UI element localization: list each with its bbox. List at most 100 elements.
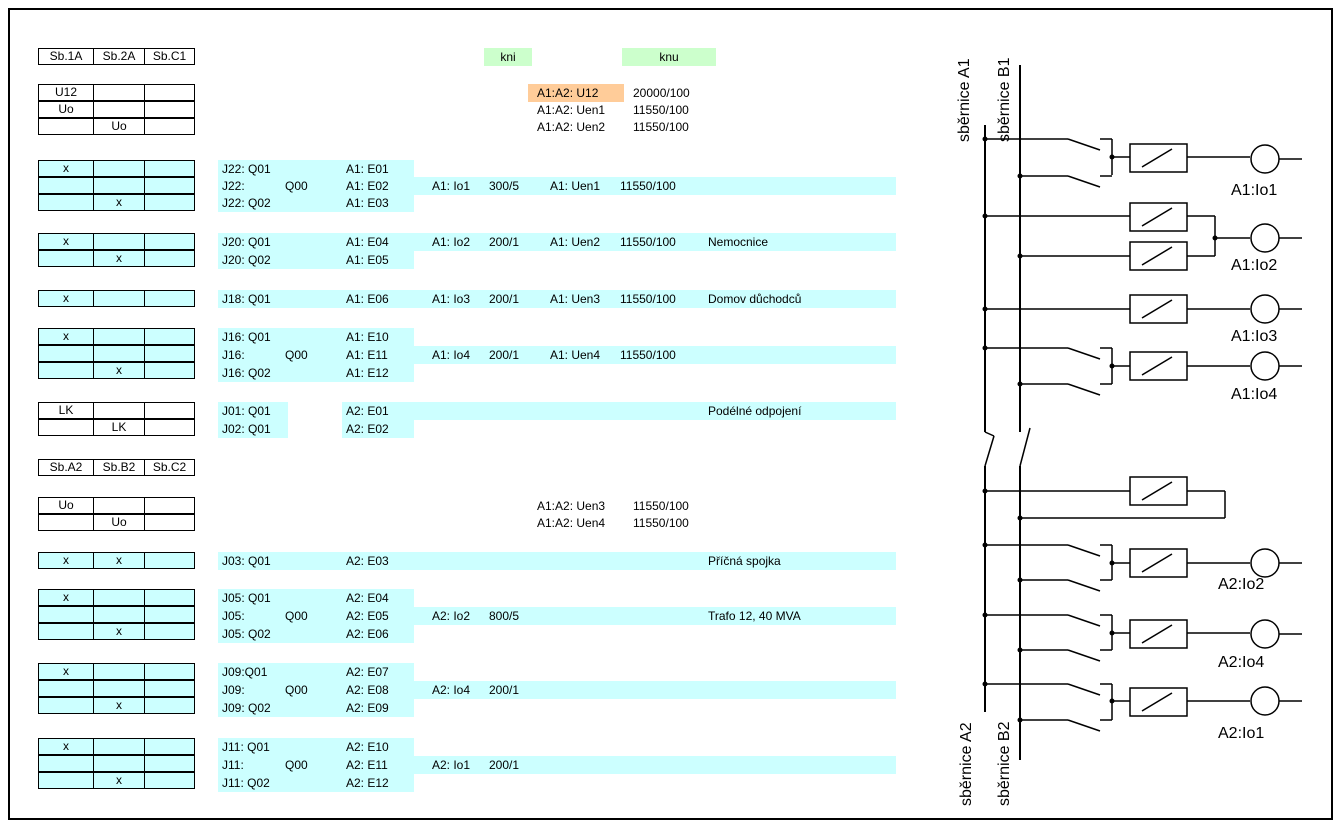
- ct-ratio: 200/1: [489, 348, 520, 362]
- row-band: [218, 552, 896, 570]
- row-band: [218, 194, 414, 212]
- vt-ratio: 11550/100: [620, 292, 676, 306]
- ct-ratio: 200/1: [489, 235, 520, 249]
- output-label: A2:Io1: [1218, 725, 1265, 742]
- cell: [144, 663, 195, 680]
- cell: [144, 160, 195, 177]
- row-band: [218, 607, 896, 625]
- output-label: A1:Io4: [1231, 386, 1278, 403]
- cell-x: x: [38, 160, 94, 177]
- cell: [144, 328, 195, 345]
- breaker-label: J02: Q01: [222, 422, 271, 436]
- cell-x: x: [38, 328, 94, 345]
- input-label: A2: E04: [346, 591, 389, 605]
- cell: [144, 84, 195, 101]
- sectionalizer-b-blade: [1019, 427, 1031, 467]
- vt-ratio: 11550/100: [620, 235, 676, 249]
- voltage-ratio: 11550/100: [633, 120, 689, 134]
- row-band: [218, 290, 896, 308]
- cell: [144, 362, 195, 379]
- breaker-label: J16: Q01: [222, 330, 271, 344]
- row-band: [218, 738, 414, 756]
- cell-x: x: [93, 623, 145, 640]
- input-label: A2: E07: [346, 665, 389, 679]
- input-label: A2: E06: [346, 627, 389, 641]
- breaker-label: J16:: [222, 348, 245, 362]
- ct-ratio: 800/5: [489, 609, 520, 623]
- feeder-description: Podélné odpojení: [708, 404, 802, 418]
- breaker-label: J09:: [222, 683, 245, 697]
- busbar-b1-label: sběrnice B1: [996, 57, 1013, 143]
- cell: [144, 419, 195, 436]
- cell: [144, 250, 195, 267]
- output-label: A1:Io2: [1231, 257, 1278, 274]
- sectionalizer-a: [984, 431, 995, 437]
- current-transformer: A1: Io1: [432, 179, 471, 193]
- row-band: [218, 625, 414, 643]
- cell: [144, 680, 195, 697]
- breaker-label: Q00: [285, 683, 308, 697]
- cell-x: x: [38, 738, 94, 755]
- input-label: A2: E01: [346, 404, 389, 418]
- highlight-u12: [528, 84, 624, 102]
- row-band: [218, 699, 414, 717]
- kni-header: kni: [484, 48, 532, 66]
- header-sb2a: Sb.2A: [93, 48, 145, 65]
- voltage-transformer: A1: Uen4: [550, 348, 601, 362]
- sheet-frame: [8, 8, 1333, 820]
- cell: [144, 233, 195, 250]
- breaker-label: J16: Q02: [222, 366, 271, 380]
- breaker-label: Q00: [285, 348, 308, 362]
- cell: [144, 402, 195, 419]
- row-band: [218, 402, 288, 420]
- ct-ratio: 200/1: [489, 292, 520, 306]
- row-band: [218, 346, 896, 364]
- input-label: A2: E02: [346, 422, 389, 436]
- cell-x: x: [38, 589, 94, 606]
- input-label: A1: E01: [346, 162, 389, 176]
- input-label: A1: E06: [346, 292, 389, 306]
- feeder-description: Příčná spojka: [708, 554, 781, 568]
- output-label: A1:Io1: [1231, 182, 1278, 199]
- voltage-ratio: 11550/100: [633, 516, 689, 530]
- busbar-b2-label: sběrnice B2: [996, 721, 1013, 807]
- cell: [144, 772, 195, 789]
- cell-uo: Uo: [93, 514, 145, 531]
- feeder-description: Trafo 12, 40 MVA: [708, 609, 801, 623]
- breaker-label: J11:: [222, 758, 244, 772]
- input-label: A1: E03: [346, 196, 389, 210]
- breaker-label: Q00: [285, 179, 308, 193]
- cell: [144, 552, 195, 569]
- busbar-a2-label: sběrnice A2: [958, 722, 975, 806]
- voltage-name: A1:A2: Uen3: [537, 499, 606, 513]
- breaker-label: J09:Q01: [222, 665, 268, 679]
- breaker-label: Q00: [285, 758, 308, 772]
- output-label: A2:Io4: [1218, 654, 1265, 671]
- sectionalizer-a-blade: [984, 435, 995, 467]
- row-band: [218, 160, 414, 178]
- current-transformer: A1: Io4: [432, 348, 471, 362]
- row-band: [218, 233, 896, 251]
- breaker-label: J05: Q01: [222, 591, 271, 605]
- breaker-label: J05:: [222, 609, 245, 623]
- ct-ratio: 200/1: [489, 683, 520, 697]
- breaker-label: J22: Q01: [222, 162, 271, 176]
- feeder-description: Domov důchodců: [708, 292, 802, 306]
- row-band: [218, 681, 896, 699]
- ct-ratio: 300/5: [489, 179, 520, 193]
- knu-header: knu: [622, 48, 716, 66]
- input-label: A2: E03: [346, 554, 389, 568]
- input-label: A2: E05: [346, 609, 389, 623]
- input-label: A1: E12: [346, 366, 389, 380]
- voltage-name: A1:A2: Uen1: [537, 103, 606, 117]
- row-band: [218, 663, 414, 681]
- row-band: [218, 177, 896, 195]
- voltage-ratio: 11550/100: [633, 499, 689, 513]
- current-transformer: A1: Io3: [432, 292, 471, 306]
- header-sbc2: Sb.C2: [144, 459, 195, 476]
- row-band: [218, 774, 414, 792]
- input-label: A2: E11: [346, 758, 388, 772]
- cell-lk: LK: [93, 419, 145, 436]
- header-sba2: Sb.A2: [38, 459, 94, 476]
